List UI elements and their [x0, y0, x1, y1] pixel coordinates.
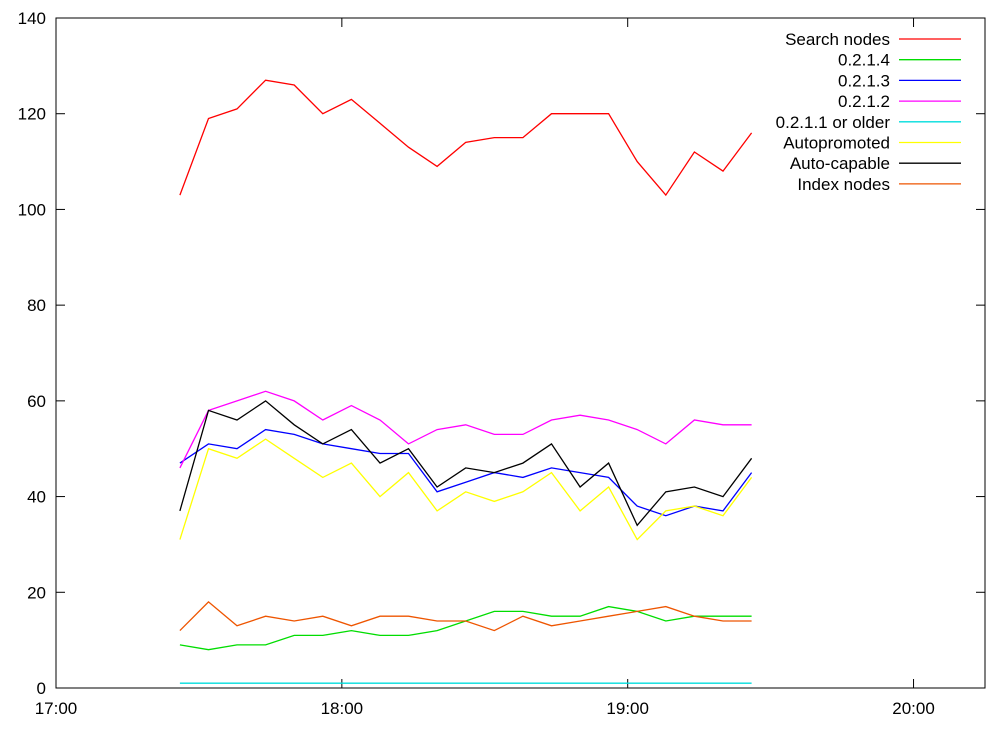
y-tick-label: 140	[18, 9, 46, 28]
x-tick-label: 17:00	[35, 699, 78, 718]
y-axis: 0 20 40 60 80 100 120 140	[18, 9, 985, 698]
y-tick-label: 40	[27, 488, 46, 507]
series-line-index-nodes	[179, 601, 752, 632]
y-tick-label: 0	[37, 679, 46, 698]
y-tick-label: 80	[27, 296, 46, 315]
series-lines	[179, 79, 753, 684]
legend-label: Auto-capable	[790, 154, 890, 173]
legend-label: Autopromoted	[783, 134, 890, 153]
y-tick-label: 120	[18, 105, 46, 124]
x-tick-label: 19:00	[606, 699, 649, 718]
y-tick-label: 60	[27, 392, 46, 411]
plot-frame	[55, 17, 986, 689]
x-tick-label: 20:00	[892, 699, 935, 718]
y-tick-label: 20	[27, 583, 46, 602]
series-line-autopromoted	[179, 438, 753, 541]
x-axis: 17:00 18:00 19:00 20:00	[35, 18, 935, 718]
x-tick-label: 18:00	[321, 699, 364, 718]
series-line-search-nodes	[179, 79, 753, 197]
legend-label: 0.2.1.1 or older	[776, 113, 891, 132]
y-tick-label: 100	[18, 200, 46, 219]
legend-label: 0.2.1.2	[838, 92, 890, 111]
legend-label: Search nodes	[785, 30, 890, 49]
legend-label: Index nodes	[797, 175, 890, 194]
series-line-auto-capable	[179, 400, 753, 527]
series-line-0-2-1-2	[179, 390, 752, 469]
series-line-0-2-1-3	[179, 428, 753, 517]
legend-label: 0.2.1.4	[838, 51, 890, 70]
legend: Search nodes 0.2.1.40.2.1.3 0.2.1.2 0.2.1.1…	[776, 30, 961, 194]
legend-label: 0.2.1.3	[838, 71, 890, 90]
series-line-0-2-1-4	[179, 605, 752, 651]
